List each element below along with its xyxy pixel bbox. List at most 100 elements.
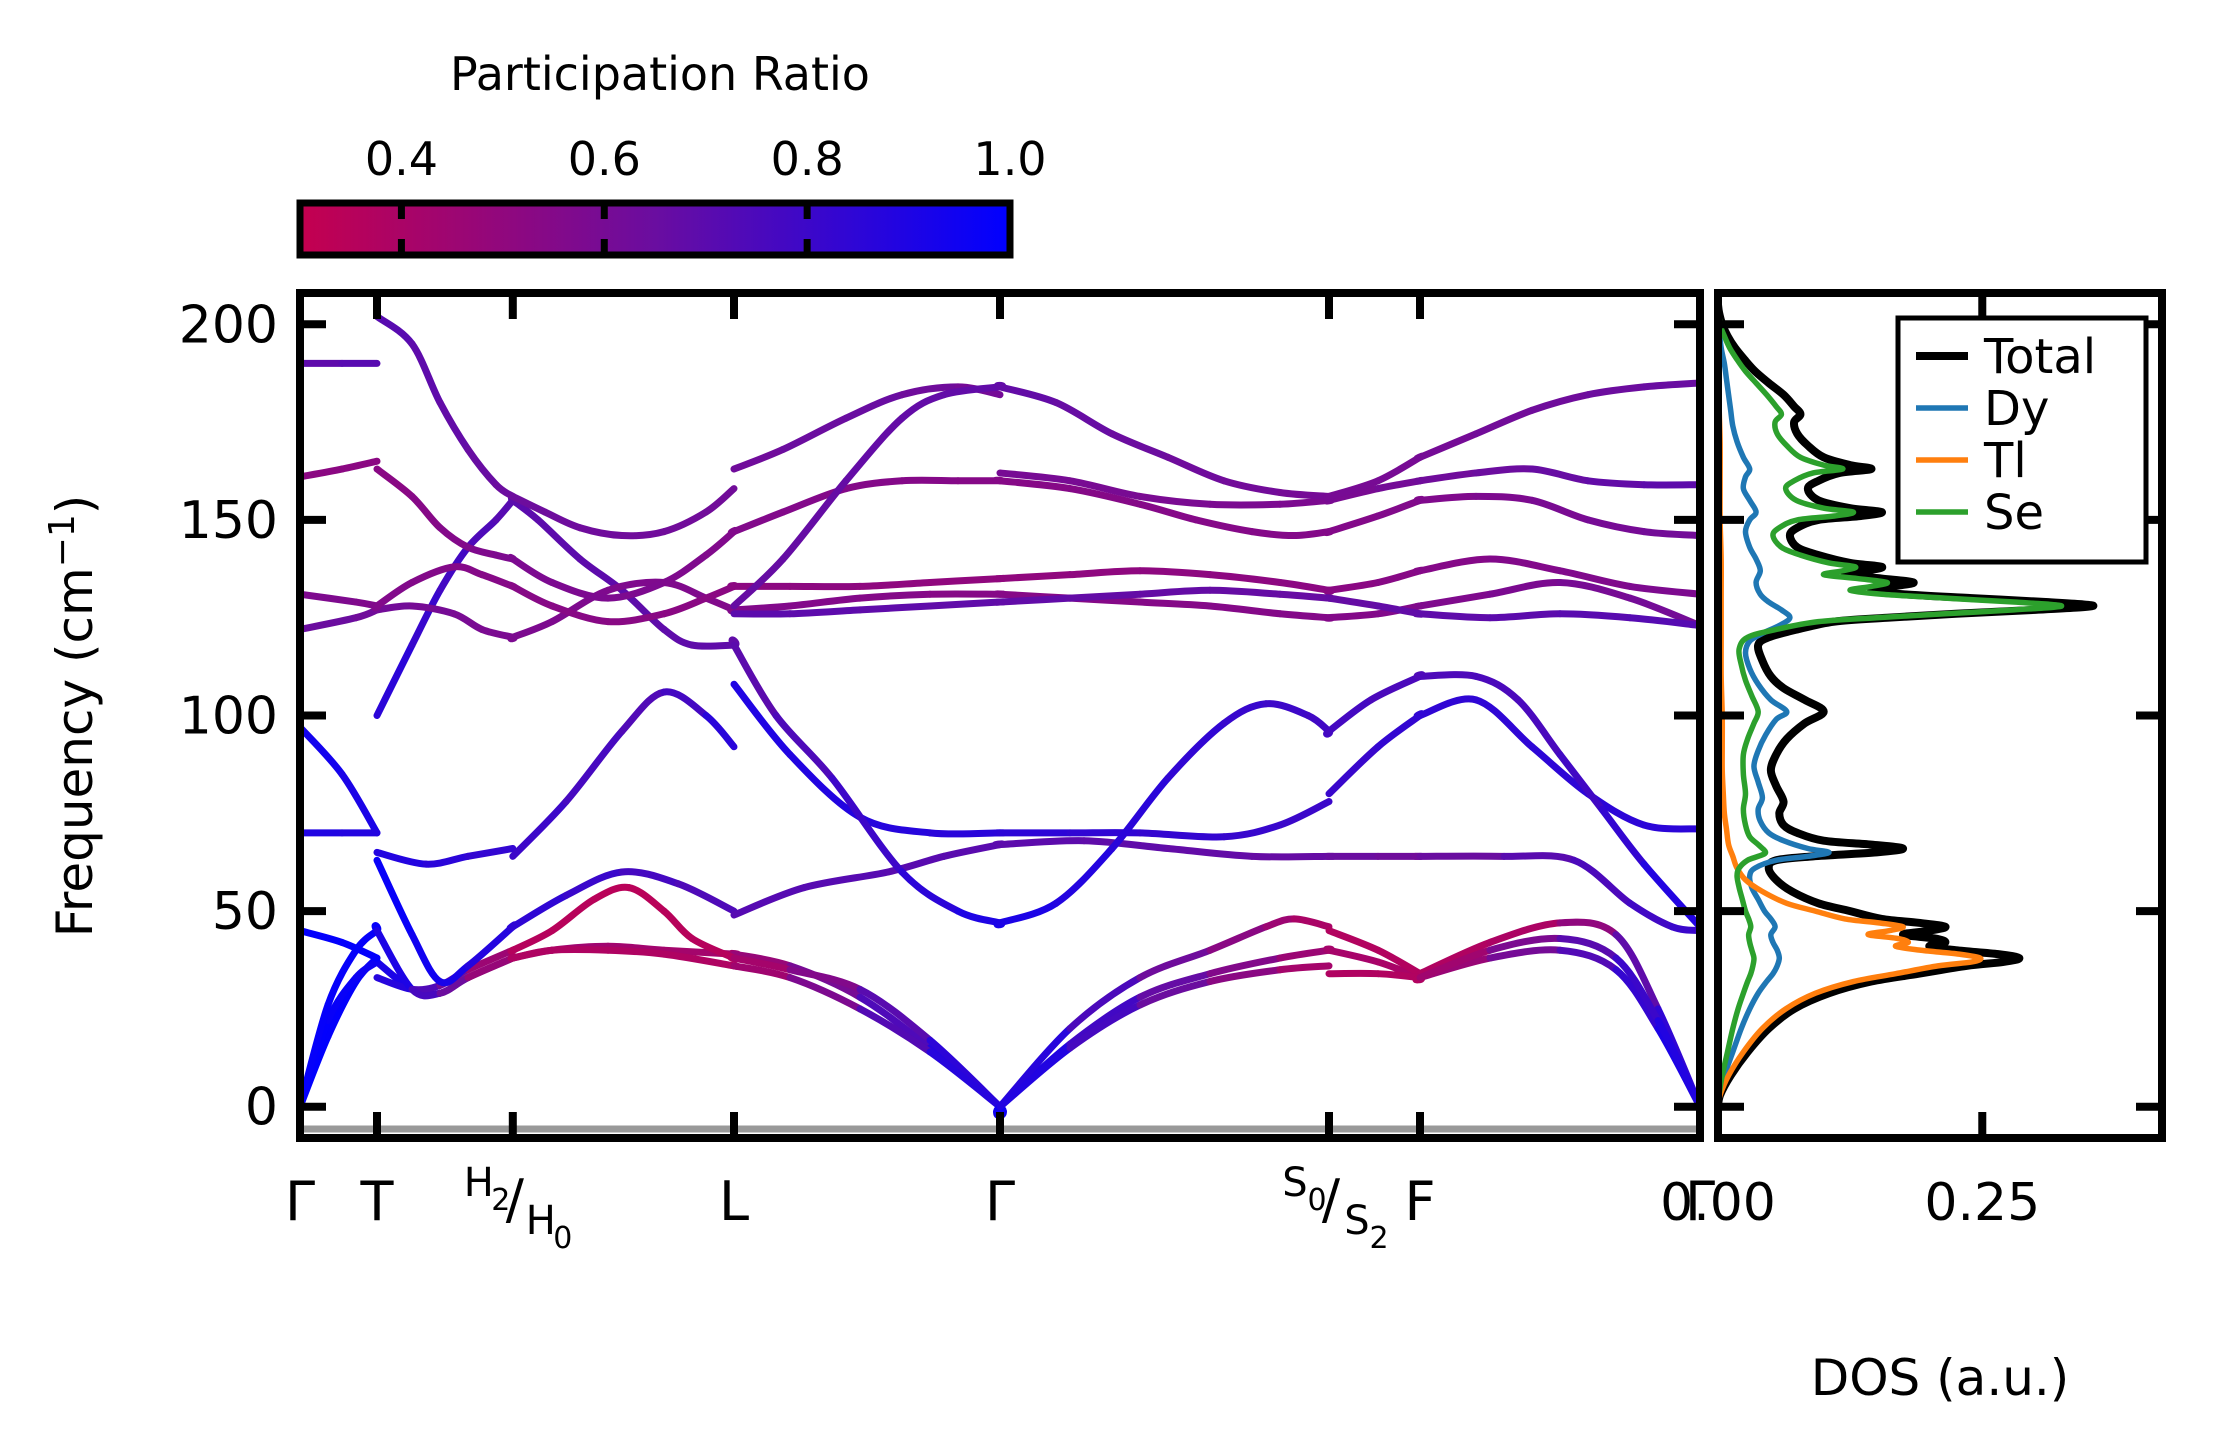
band-segment (1416, 555, 1494, 575)
band-segment (884, 852, 948, 876)
svg-text:2: 2 (1369, 1221, 1388, 1256)
band-segment (842, 414, 906, 485)
band-segment (1164, 453, 1228, 485)
band-segment (996, 383, 1060, 407)
band-segment (1052, 399, 1116, 438)
legend-label-se[interactable]: Se (1984, 485, 2044, 541)
band-segment (1136, 970, 1214, 1001)
band-segment (730, 641, 780, 719)
band-x-tick-label: Γ (285, 1170, 315, 1233)
band-segment (996, 469, 1074, 485)
band-segment (436, 399, 472, 453)
colorbar-tick-labels: 0.4 0.6 0.8 1.0 (365, 132, 1047, 186)
dos-x-ticks (1714, 293, 1987, 1138)
band-segment (730, 962, 794, 982)
band-y-tick-label: 0 (245, 1078, 278, 1138)
band-segment (1066, 974, 1144, 1032)
band-segment (509, 798, 570, 860)
band-segment (1612, 966, 1662, 1032)
band-segment (1584, 383, 1648, 399)
band-segment (422, 852, 472, 868)
band-segment (1528, 465, 1592, 485)
band-segment (926, 829, 1004, 838)
band-segment (604, 942, 668, 954)
band-segment (1486, 555, 1564, 575)
band-segment (1066, 1001, 1144, 1052)
band-segment (562, 868, 626, 899)
band-segment (1325, 743, 1382, 798)
band-segment (1640, 821, 1700, 833)
legend-label-dy[interactable]: Dy (1984, 381, 2049, 437)
band-segment (408, 340, 444, 407)
band-segment (996, 594, 1074, 606)
band-segment (856, 1005, 934, 1056)
band-segment (534, 516, 584, 563)
band-segment (618, 688, 668, 735)
band-segment (730, 950, 794, 970)
svg-text:0: 0 (553, 1221, 572, 1256)
band-segment (926, 1048, 1004, 1111)
band-segment (1276, 798, 1333, 829)
band-segment (674, 880, 738, 915)
band-segment (1500, 852, 1578, 864)
band-segment (1276, 962, 1333, 974)
band-segment (779, 414, 850, 453)
band-segment (1248, 852, 1333, 861)
band-segment (562, 727, 626, 806)
band-segment (1640, 379, 1700, 391)
band-segment (436, 962, 472, 987)
legend-label-tl[interactable]: Tl (1983, 433, 2027, 489)
band-segment (373, 465, 416, 500)
band-segment (373, 927, 416, 993)
band-y-tick-label: 100 (179, 687, 278, 747)
svg-text:S: S (1282, 1160, 1307, 1206)
band-segment (730, 602, 794, 614)
band-segment (509, 496, 542, 524)
band-segment (856, 578, 934, 590)
colorbar-tick-label: 0.8 (771, 132, 844, 186)
band-segment (660, 508, 710, 536)
band-segment (1276, 610, 1333, 622)
band-segment (1640, 528, 1700, 540)
band-segment (618, 528, 668, 540)
band-segment (1066, 590, 1144, 602)
band-segment (1325, 477, 1382, 500)
band-segment (548, 578, 612, 602)
band-segment (1556, 918, 1620, 939)
band-segment (408, 586, 444, 649)
band-segment (1325, 610, 1382, 622)
band-segment (1528, 496, 1592, 524)
band-segment (730, 884, 808, 919)
band-segment (730, 555, 787, 610)
band-segment (1066, 993, 1144, 1048)
band-segment (1416, 492, 1480, 504)
band-segment (1416, 938, 1494, 978)
band-segment (548, 895, 598, 935)
band-segment (786, 606, 864, 618)
band-segment (1584, 477, 1648, 489)
band-segment (1276, 489, 1333, 500)
band-segment (576, 524, 626, 540)
legend-label-total[interactable]: Total (1983, 329, 2096, 385)
band-segment (625, 884, 668, 915)
band-segment (1556, 946, 1620, 974)
band-segment (898, 476, 962, 485)
colorbar-tick-label: 0.4 (365, 132, 438, 186)
band-segment (1325, 594, 1382, 610)
band-segment (1472, 492, 1536, 504)
band-segment (1192, 516, 1256, 536)
band-segment (1325, 696, 1375, 735)
band-segment (1486, 610, 1564, 622)
band-segment (1416, 610, 1494, 622)
band-segment (996, 1044, 1074, 1111)
band-segment (786, 974, 864, 1013)
band-segment (1374, 970, 1424, 982)
band-segment (1612, 954, 1662, 1025)
band-segment (509, 946, 556, 962)
band-segment (509, 618, 556, 641)
band-segment (926, 575, 1004, 586)
band-x-tick-label: H2/H0 (464, 1160, 573, 1256)
band-segment (856, 590, 934, 602)
